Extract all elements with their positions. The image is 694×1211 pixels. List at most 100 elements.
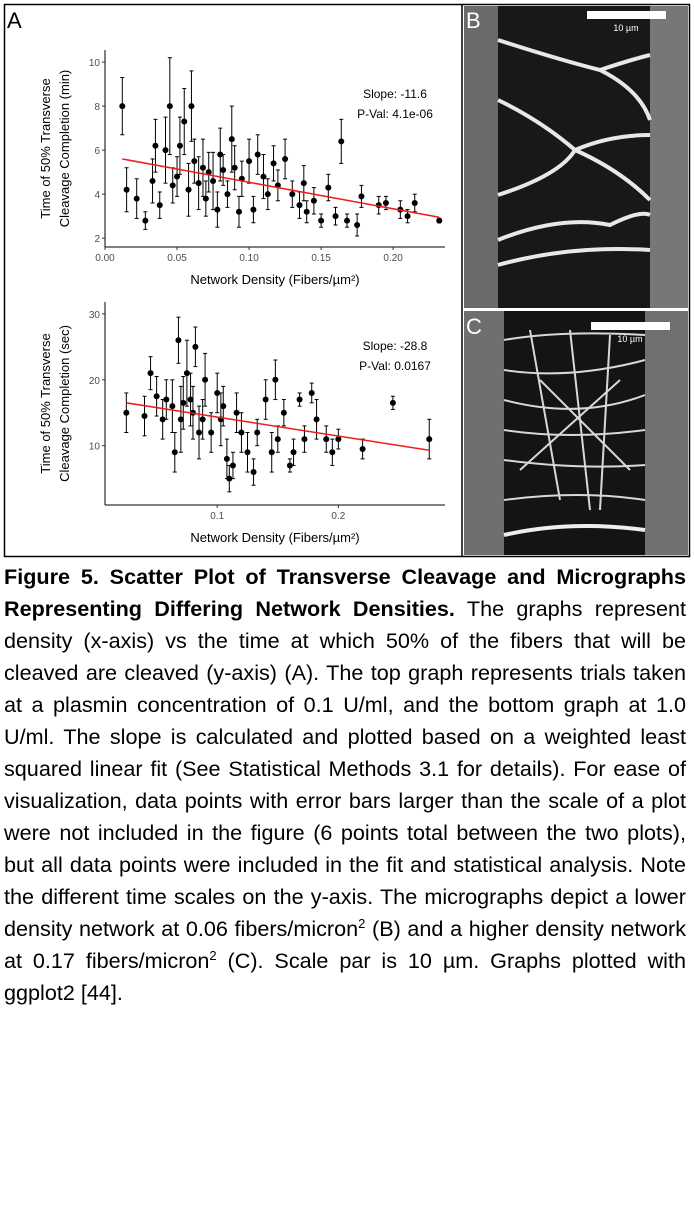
point (210, 177, 217, 184)
point (214, 206, 221, 213)
y-tick-label: 10 (89, 58, 101, 69)
point (268, 449, 275, 456)
point (191, 158, 198, 165)
y-tick-label: 4 (94, 190, 100, 201)
superscript: 2 (209, 947, 217, 963)
x-tick-label: 0.00 (95, 253, 115, 264)
point (254, 429, 261, 436)
x-axis-label: Network Density (Fibers/µm²) (190, 530, 359, 545)
annotation: P-Val: 0.0167 (359, 359, 431, 373)
point (411, 199, 418, 206)
point (162, 147, 169, 154)
point (228, 136, 235, 143)
x-tick-label: 0.05 (167, 253, 187, 264)
point (220, 403, 227, 410)
point (226, 475, 233, 482)
y-tick-label: 6 (94, 146, 100, 157)
scale-bar (587, 11, 666, 19)
x-tick-label: 0.10 (239, 253, 259, 264)
point (217, 151, 224, 158)
micrograph-c (464, 311, 688, 555)
point (323, 436, 330, 443)
annotation: Slope: -28.8 (363, 339, 428, 353)
point (301, 436, 308, 443)
point (159, 416, 166, 423)
y-axis-label: Cleavage Completion (sec) (57, 325, 72, 482)
point (264, 191, 271, 198)
point (404, 213, 411, 220)
point (280, 409, 287, 416)
point (153, 393, 160, 400)
annotation: P-Val: 4.1e-06 (357, 107, 433, 121)
point (358, 193, 365, 200)
point (389, 399, 396, 406)
point (214, 389, 221, 396)
y-axis-label: Cleavage Completion (min) (57, 70, 72, 228)
point (332, 213, 339, 220)
point (308, 389, 315, 396)
point (244, 449, 251, 456)
y-tick-label: 20 (89, 376, 101, 387)
point (152, 142, 159, 149)
point (180, 399, 187, 406)
x-tick-label: 0.20 (383, 253, 403, 264)
point (250, 206, 257, 213)
point (220, 166, 227, 173)
point (192, 343, 199, 350)
scale-bar-label: 10 µm (613, 23, 638, 33)
point (262, 396, 269, 403)
y-tick-label: 8 (94, 102, 100, 113)
x-tick-label: 0.1 (210, 511, 224, 522)
point (426, 436, 433, 443)
point (325, 184, 332, 191)
point (171, 449, 178, 456)
caption-title: Figure 5. Scatter Plot of Transverse Cle… (4, 564, 686, 621)
y-tick-label: 10 (89, 442, 101, 453)
point (290, 449, 297, 456)
figure: 10 µm 10 µm A B C 2 4 6 8 10 0.00 0.05 0.10 0.15… (3, 3, 691, 558)
panel-label: B (466, 8, 481, 33)
panel-label: C (466, 314, 482, 339)
point (250, 469, 257, 476)
point (123, 186, 130, 193)
y-tick-label: 2 (94, 234, 100, 245)
point (142, 217, 149, 224)
point (169, 403, 176, 410)
point (199, 416, 206, 423)
point (224, 191, 231, 198)
point (235, 208, 242, 215)
point (274, 436, 281, 443)
point (233, 409, 240, 416)
point (223, 455, 230, 462)
fit-line (126, 402, 430, 452)
point (163, 396, 170, 403)
point (188, 103, 195, 110)
point (310, 197, 317, 204)
point (254, 151, 261, 158)
point (208, 429, 215, 436)
point (335, 436, 342, 443)
point (181, 118, 188, 125)
superscript: 2 (358, 915, 366, 931)
point (149, 177, 156, 184)
micrograph-b (464, 6, 688, 308)
point (329, 449, 336, 456)
point (270, 160, 277, 167)
point (183, 370, 190, 377)
point (246, 158, 253, 165)
point (169, 182, 176, 189)
point (176, 142, 183, 149)
panel-label: A (7, 8, 22, 33)
point (202, 195, 209, 202)
point (119, 103, 126, 110)
point (156, 202, 163, 209)
point (195, 180, 202, 187)
point (123, 409, 130, 416)
figure-border (3, 3, 691, 558)
scale-bar (591, 322, 670, 330)
x-axis-label: Network Density (Fibers/µm²) (190, 272, 359, 287)
point (272, 376, 279, 383)
caption-text: (C). Scale par is 10 µm. Graphs plotted … (4, 948, 686, 1005)
point (300, 180, 307, 187)
